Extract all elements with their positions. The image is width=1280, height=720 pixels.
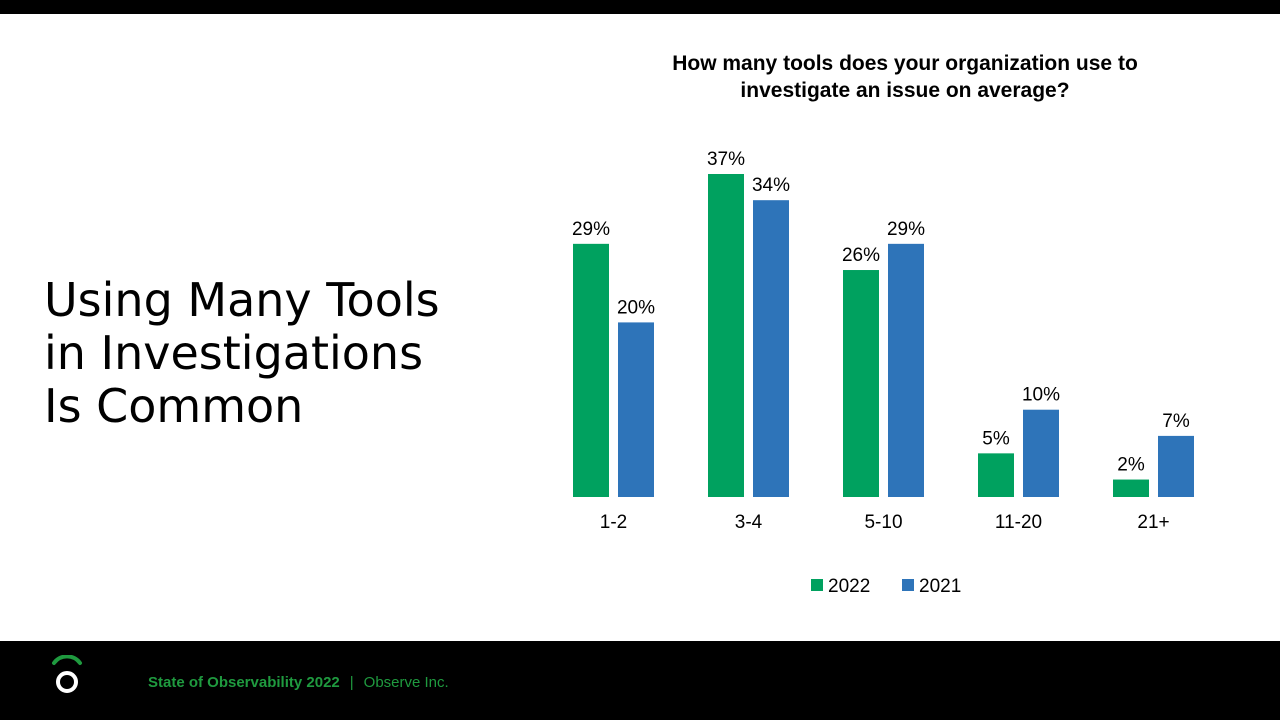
- chart-title: How many tools does your organization us…: [600, 50, 1210, 104]
- bar-2022-21+: [1113, 479, 1149, 497]
- slide-title: Using Many Tools in Investigations Is Co…: [44, 272, 504, 433]
- data-label: 26%: [842, 245, 880, 266]
- bar-2022-1-2: [573, 243, 609, 497]
- chart-title-line: How many tools does your organization us…: [672, 52, 1138, 75]
- bar-2021-21+: [1158, 435, 1194, 497]
- footer-text: State of Observability 2022 | Observe Inc.: [148, 674, 449, 691]
- data-label: 10%: [1022, 385, 1060, 406]
- bar-2021-1-2: [618, 322, 654, 497]
- legend-label: 2022: [828, 576, 870, 597]
- data-label: 5%: [982, 428, 1010, 449]
- chart-title-line: investigate an issue on average?: [740, 79, 1070, 102]
- footer-report-name: State of Observability 2022: [148, 674, 340, 691]
- x-tick-label: 5-10: [864, 512, 902, 533]
- x-tick-label: 3-4: [735, 512, 763, 533]
- slide-title-line: Using Many Tools: [44, 272, 440, 327]
- legend-swatch-2021: [902, 579, 914, 591]
- bar-2021-5-10: [888, 243, 924, 497]
- data-label: 7%: [1162, 411, 1190, 432]
- bar-2022-3-4: [708, 174, 744, 497]
- bar-2021-3-4: [753, 200, 789, 497]
- top-bar: [0, 0, 1280, 14]
- data-label: 29%: [887, 219, 925, 240]
- data-label: 34%: [752, 175, 790, 196]
- footer-company: Observe Inc.: [363, 674, 449, 691]
- footer-separator: |: [349, 674, 354, 691]
- bar-2022-11-20: [978, 453, 1014, 497]
- x-tick-label: 21+: [1137, 512, 1169, 533]
- x-tick-label: 1-2: [600, 512, 627, 533]
- slide-title-line: in Investigations: [44, 325, 424, 380]
- footer-bar: State of Observability 2022 | Observe Inc.: [0, 641, 1280, 720]
- slide-title-line: Is Common: [44, 378, 304, 433]
- observe-logo-icon: [52, 655, 82, 693]
- bar-2021-11-20: [1023, 409, 1059, 497]
- data-label: 20%: [617, 297, 655, 318]
- legend-swatch-2022: [811, 579, 823, 591]
- data-label: 29%: [572, 219, 610, 240]
- bar-2022-5-10: [843, 270, 879, 497]
- data-label: 37%: [707, 149, 745, 170]
- bar-chart: 29% 20% 1-2 37% 34% 3-4 26% 29% 5-10 5% 10% 11-20 2%…: [572, 149, 1194, 597]
- x-tick-label: 11-20: [995, 512, 1042, 533]
- legend-label: 2021: [919, 576, 961, 597]
- data-label: 2%: [1117, 455, 1145, 476]
